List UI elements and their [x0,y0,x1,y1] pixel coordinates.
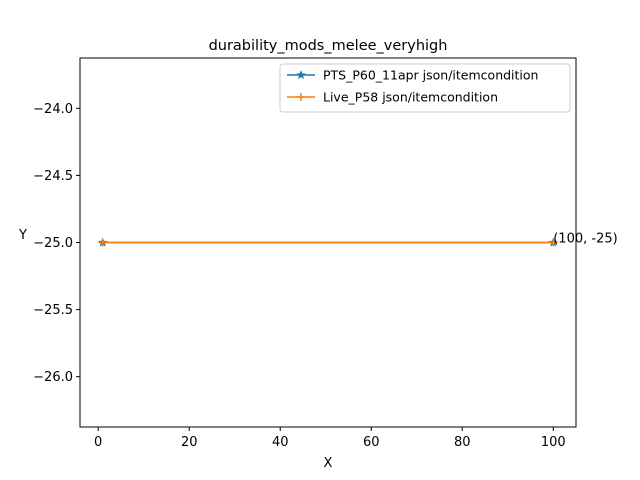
y-axis: −24.0 −24.5 −25.0 −25.5 −26.0 [33,102,80,385]
x-tick-label: 60 [363,435,380,450]
annotation-layer: (100, -25) [553,232,617,247]
series-layer [97,237,559,247]
x-axis-label: X [324,456,333,471]
x-tick-label: 80 [454,435,471,450]
y-tick-label: −24.5 [33,169,73,184]
y-tick-label: −24.0 [33,102,73,117]
legend-marker [296,69,306,80]
data-point [549,238,558,247]
y-tick-label: −26.0 [33,370,73,385]
data-annotation: (100, -25) [553,232,617,247]
data-point [98,238,107,247]
x-tick-label: 0 [94,435,102,450]
legend-box [279,63,571,113]
y-tick-label: −25.0 [33,236,73,251]
legend-label: Live_P58 json/itemcondition [323,90,498,105]
y-axis-label: Y [18,228,27,243]
x-axis: 0 20 40 60 80 100 [94,427,566,450]
y-tick-label: −25.5 [33,303,73,318]
legend-items: PTS_P60_11apr json/itemcondition Live_P58… [287,68,538,105]
chart-title: durability_mods_melee_veryhigh [209,38,448,54]
legend-marker [297,93,305,101]
x-tick-label: 100 [541,435,566,450]
legend: PTS_P60_11apr json/itemcondition Live_P58… [279,63,571,113]
x-tick-label: 20 [181,435,198,450]
legend-label: PTS_P60_11apr json/itemcondition [323,68,538,83]
x-tick-label: 40 [272,435,289,450]
